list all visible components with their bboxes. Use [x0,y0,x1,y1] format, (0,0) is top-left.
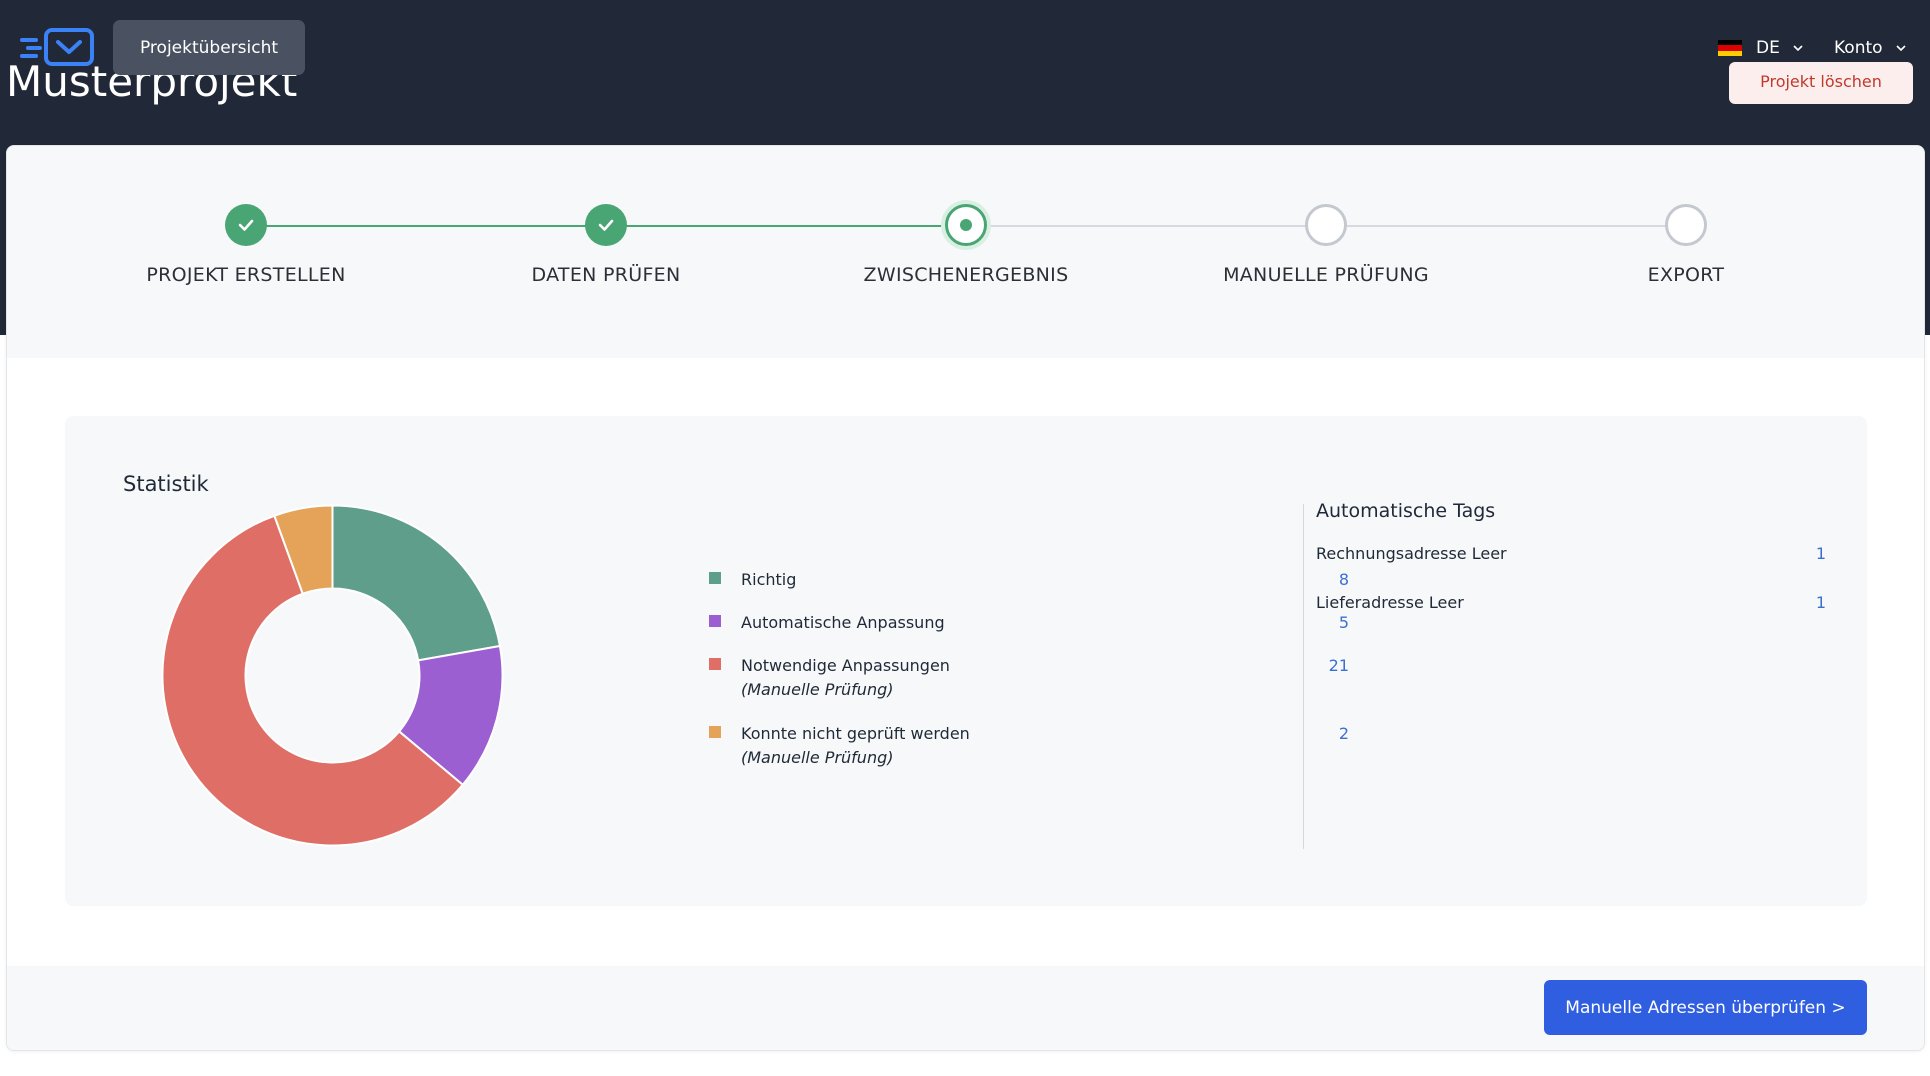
chart-legend: Richtig 8 Automatische Anpassung 5 Notwe… [709,568,1349,790]
donut-slice [161,514,465,847]
tag-item: Lieferadresse Leer 1 [1316,593,1826,642]
statistics-panel: Statistik Richtig 8 Automatische Anpassu… [65,416,1867,906]
chevron-down-icon [1895,45,1906,52]
step-manuelle-pruefung[interactable]: MANUELLE PRÜFUNG [1146,204,1506,286]
step-connector [606,225,966,227]
panel-divider [1303,504,1304,849]
tag-label: Rechnungsadresse Leer [1316,544,1507,563]
legend-item: Automatische Anpassung 5 [709,611,1349,654]
dot-icon [960,219,972,231]
legend-swatch [709,615,721,627]
step-label: ZWISCHENERGEBNIS [863,264,1069,286]
account-label: Konto [1834,38,1883,58]
legend-item: Richtig 8 [709,568,1349,611]
project-card: PROJEKT ERSTELLEN DATEN PRÜFEN ZWISCHENE… [6,145,1925,1051]
check-icon [598,219,614,231]
delete-project-button[interactable]: Projekt löschen [1729,62,1913,104]
step-connector [1326,225,1686,227]
empty-circle-icon [1305,204,1347,246]
legend-sublabel: (Manuelle Prüfung) [741,680,894,699]
donut-slice [273,504,334,596]
legend-label: Notwendige Anpassungen [741,656,950,675]
statistics-title: Statistik [123,472,209,496]
donut-chart [161,504,504,847]
check-icon [238,219,254,231]
step-daten-pruefen[interactable]: DATEN PRÜFEN [426,204,786,286]
tag-count: 1 [1815,593,1826,612]
legend-value: 21 [1328,656,1349,675]
tags-title: Automatische Tags [1316,500,1496,522]
step-projekt-erstellen[interactable]: PROJEKT ERSTELLEN [66,204,426,286]
tag-count: 1 [1815,544,1826,563]
legend-label: Automatische Anpassung [741,613,945,632]
progress-stepper: PROJEKT ERSTELLEN DATEN PRÜFEN ZWISCHENE… [7,146,1924,358]
app-logo-icon[interactable] [20,26,96,68]
step-label: DATEN PRÜFEN [531,264,681,286]
step-label: EXPORT [1647,264,1725,286]
step-zwischenergebnis[interactable]: ZWISCHENERGEBNIS [786,204,1146,286]
empty-circle-icon [1665,204,1707,246]
language-label: DE [1756,38,1780,58]
legend-swatch [709,572,721,584]
german-flag-icon [1718,40,1742,56]
card-footer: Manuelle Adressen überprüfen > [7,966,1924,1050]
step-connector [246,225,606,227]
donut-slice [331,504,502,662]
legend-item: Notwendige Anpassungen (Manuelle Prüfung… [709,654,1349,722]
legend-value: 2 [1338,724,1349,743]
legend-sublabel: (Manuelle Prüfung) [741,748,894,767]
legend-item: Konnte nicht geprüft werden (Manuelle Pr… [709,722,1349,790]
tag-item: Rechnungsadresse Leer 1 [1316,544,1826,593]
review-manual-addresses-button[interactable]: Manuelle Adressen überprüfen > [1544,980,1867,1035]
step-label: PROJEKT ERSTELLEN [146,264,346,286]
current-step-indicator [945,204,987,246]
legend-label: Konnte nicht geprüft werden [741,724,970,743]
language-selector[interactable]: DE [1718,36,1804,60]
step-label: MANUELLE PRÜFUNG [1223,264,1429,286]
legend-value: 5 [1338,613,1349,632]
legend-swatch [709,726,721,738]
step-export[interactable]: EXPORT [1506,204,1866,286]
legend-label: Richtig [741,570,797,589]
account-menu[interactable]: Konto [1834,36,1907,60]
automatic-tags: Automatische Tags Rechnungsadresse Leer … [1316,500,1826,642]
project-overview-button[interactable]: Projektübersicht [113,20,305,75]
legend-value: 8 [1338,570,1349,589]
legend-swatch [709,658,721,670]
step-connector [966,225,1326,227]
chevron-down-icon [1793,45,1803,52]
tag-label: Lieferadresse Leer [1316,593,1464,612]
